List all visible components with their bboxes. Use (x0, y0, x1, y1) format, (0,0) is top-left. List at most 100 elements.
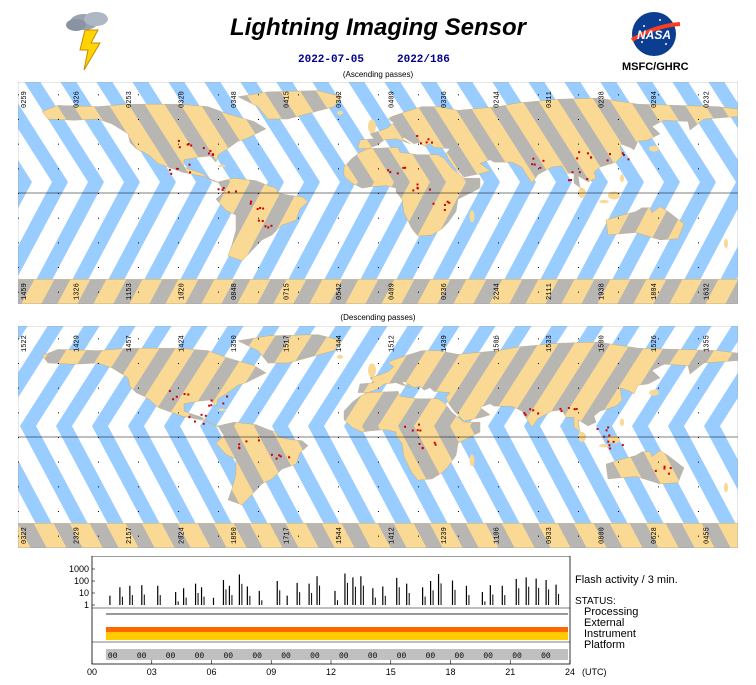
grid-dot (138, 511, 139, 512)
grid-dot (18, 486, 19, 488)
grid-dot (58, 119, 59, 120)
orbit-label-bottom: 0455 (704, 527, 712, 544)
lightning-flash (207, 152, 210, 155)
grid-dot (58, 242, 59, 244)
grid-dot (138, 143, 139, 145)
island (469, 210, 475, 223)
lightning-flash (257, 439, 260, 442)
y-tick-label: 100 (74, 576, 89, 586)
status-row-platform: Platform (584, 639, 625, 651)
grid-dot (58, 338, 59, 340)
grid-dot (98, 94, 99, 96)
grid-dot (578, 363, 579, 364)
grid-dot (618, 461, 619, 463)
grid-dot (698, 168, 699, 170)
utc-label: (UTC) (582, 667, 607, 677)
grid-dot (458, 412, 459, 414)
grid-dot (218, 217, 219, 219)
island (337, 354, 343, 359)
grid-dot (618, 267, 619, 268)
lightning-flash (603, 435, 606, 438)
island (649, 145, 659, 152)
grid-dot (58, 387, 59, 389)
grid-dot (58, 412, 59, 414)
platform-mark: 00 (166, 652, 176, 661)
platform-mark: 00 (426, 652, 436, 661)
orbit-label-bottom: 2329 (74, 527, 82, 544)
grid-dot (578, 486, 579, 488)
grid-dot (658, 143, 659, 145)
grid-dot (378, 338, 379, 340)
x-tick-label: 15 (386, 667, 396, 677)
grid-dot (178, 486, 179, 488)
lightning-flash (183, 393, 186, 396)
orbit-label-top: 1429 (74, 335, 82, 352)
grid-dot (18, 535, 19, 537)
grid-dot (298, 267, 299, 268)
grid-dot (458, 291, 459, 293)
lightning-flash (257, 219, 260, 222)
lightning-flash (226, 395, 229, 398)
lightning-flash (175, 395, 178, 398)
lightning-flash (202, 147, 205, 150)
grid-dot (258, 511, 259, 512)
grid-dot (98, 267, 99, 268)
platform-mark: 00 (310, 652, 320, 661)
grid-dot (458, 119, 459, 120)
grid-dot (378, 193, 379, 194)
island (649, 389, 659, 396)
grid-dot (658, 511, 659, 512)
lightning-flash (443, 203, 446, 206)
orbit-label-top: 1517 (284, 335, 292, 352)
lightning-flash (186, 143, 189, 146)
island (218, 408, 226, 412)
grid-dot (338, 511, 339, 512)
grid-dot (338, 143, 339, 145)
platform-mark: 00 (281, 652, 291, 661)
orbit-label-bottom: 1239 (441, 527, 449, 544)
grid-dot (698, 461, 699, 463)
grid-dot (178, 363, 179, 364)
flash-bars (109, 573, 560, 605)
grid-dot (378, 94, 379, 96)
lightning-flash (188, 416, 191, 419)
grid-dot (538, 437, 539, 438)
grid-dot (18, 338, 19, 340)
nasa-logo: NASA (630, 10, 682, 58)
grid-dot (378, 412, 379, 414)
lightning-flash (590, 156, 593, 159)
grid-dot (178, 94, 179, 96)
grid-dot (418, 143, 419, 145)
lightning-flash (443, 208, 446, 211)
orbit-labels: 0259 0326 0253 0320 0348 0415 0342 0409 0336 0244… (21, 91, 712, 300)
lightning-flash (539, 166, 542, 169)
grid-dot (138, 168, 139, 170)
island (608, 191, 620, 200)
grid-dot (218, 267, 219, 268)
grid-dot (378, 387, 379, 389)
island (620, 418, 624, 427)
grid-dot (378, 535, 379, 537)
grid-dot (58, 168, 59, 170)
lightning-flashes (168, 390, 672, 475)
orbit-label-bottom: 0933 (546, 527, 554, 544)
grid-dot (498, 338, 499, 340)
grid-dot (378, 168, 379, 170)
grid-dot (138, 486, 139, 488)
lightning-flash (389, 171, 392, 174)
grid-dot (658, 193, 659, 194)
grid-dot (218, 511, 219, 512)
grid-dot (178, 412, 179, 414)
grid-dot (538, 168, 539, 170)
descending-map: 1522 1429 1457 1424 1350 1517 1444 1512 1439 1506… (0, 316, 756, 558)
grid-dot (338, 217, 339, 219)
grid-dot (218, 242, 219, 244)
lightning-flash (419, 142, 422, 145)
grid-dot (98, 387, 99, 389)
grid-dot (578, 168, 579, 170)
grid-dot (698, 143, 699, 145)
flash-activity-label: Flash activity / 3 min. (575, 574, 678, 586)
lightning-flash (176, 167, 179, 170)
grid-dot (98, 291, 99, 293)
grid-dot (578, 338, 579, 340)
